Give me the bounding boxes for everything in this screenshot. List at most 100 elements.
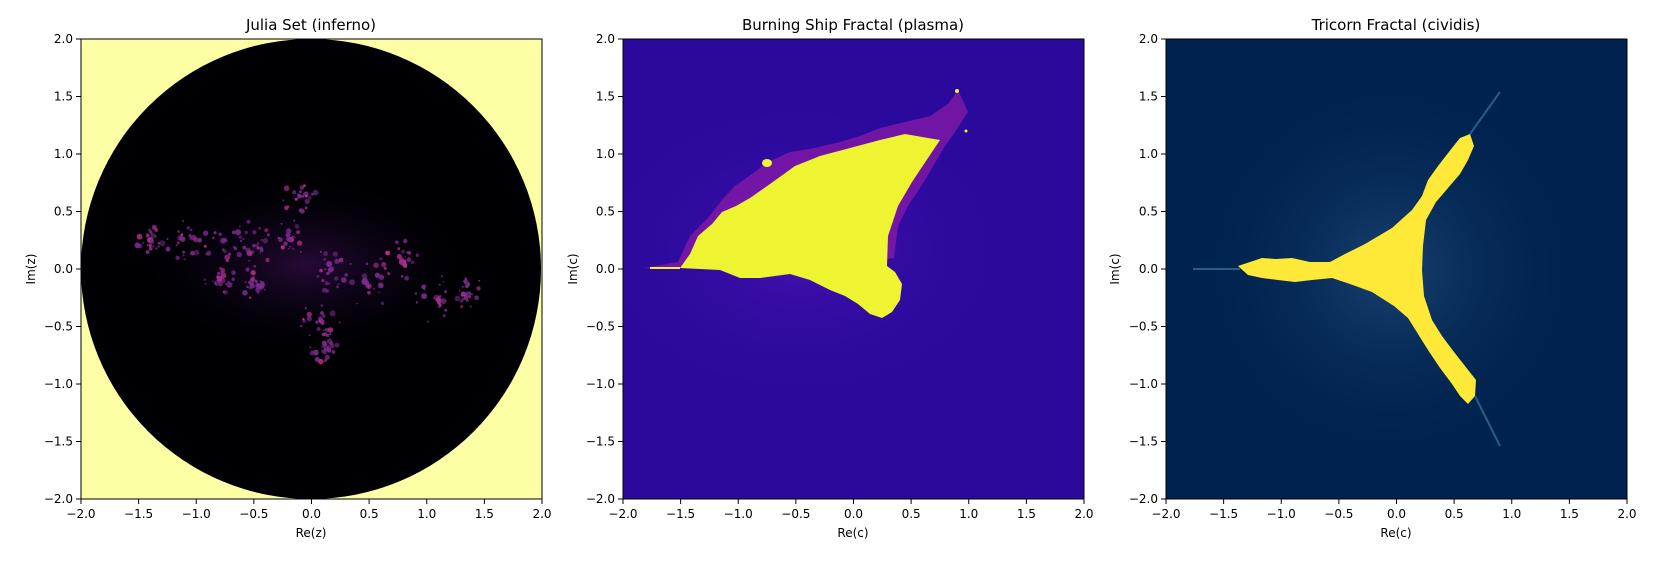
- julia-dendrite-dot: [291, 235, 294, 238]
- julia-dendrite-dot: [323, 258, 327, 261]
- julia-dendrite-dot: [324, 354, 330, 360]
- julia-dendrite-dot: [323, 251, 328, 256]
- julia-dendrite-dot: [403, 238, 408, 244]
- julia-dendrite-dot: [235, 229, 242, 236]
- julia-dendrite-dot: [334, 342, 340, 348]
- julia-dendrite-dot: [304, 206, 308, 210]
- tricorn-ytick-label: −1.0: [1129, 377, 1158, 391]
- julia-dendrite-dot: [212, 236, 215, 239]
- julia-dendrite-dot: [205, 253, 208, 256]
- julia-dendrite-dot: [176, 241, 180, 245]
- julia-dendrite-dot: [242, 246, 244, 248]
- tricorn-ytick-label: 2.0: [1139, 32, 1158, 46]
- julia-dendrite-dot: [326, 261, 333, 268]
- julia-dendrite-dot: [320, 311, 324, 315]
- julia-dendrite-dot: [465, 284, 469, 289]
- julia-dendrite-dot: [260, 238, 264, 242]
- burning-ship-panel: Burning Ship Fractal (plasma) −2.0 −1.5 −1…: [566, 16, 1094, 540]
- julia-xtick-label: −1.0: [182, 507, 211, 521]
- julia-dendrite-dot: [469, 305, 472, 308]
- julia-dendrite-dot: [253, 264, 257, 268]
- julia-xlabel: Re(z): [296, 526, 327, 540]
- julia-dendrite-dot: [334, 258, 340, 264]
- julia-dendrite-dot: [236, 229, 239, 232]
- julia-dendrite-dot: [238, 235, 243, 240]
- julia-dendrite-dot: [150, 233, 156, 239]
- julia-ylabel: Im(z): [24, 254, 38, 285]
- julia-dendrite-dot: [256, 246, 260, 250]
- julia-dendrite-dot: [322, 314, 326, 318]
- julia-dendrite-dot: [289, 245, 291, 248]
- julia-dendrite-dot: [478, 279, 481, 282]
- julia-dendrite-dot: [324, 268, 327, 271]
- julia-dendrite-dot: [316, 327, 321, 331]
- julia-dendrite-dot: [245, 267, 250, 272]
- julia-dendrite-dot: [214, 282, 218, 285]
- julia-dendrite-dot: [134, 242, 141, 249]
- julia-ytick-label: −1.5: [44, 435, 73, 449]
- julia-dendrite-dot: [410, 260, 415, 264]
- burning-ship-xlabel: Re(c): [837, 526, 868, 540]
- julia-xtick-label: −1.5: [124, 507, 153, 521]
- julia-dendrite-dot: [380, 301, 384, 305]
- julia-dendrite-dot: [202, 230, 209, 236]
- burning-ship-ytick-label: 1.5: [596, 90, 615, 104]
- julia-dendrite-dot: [257, 242, 259, 244]
- julia-dendrite-dot: [442, 314, 446, 318]
- julia-dendrite-dot: [298, 190, 302, 194]
- julia-dendrite-dot: [395, 240, 399, 245]
- julia-ytick-label: 1.5: [54, 90, 73, 104]
- burning-ship-ytick-label: −2.0: [586, 492, 615, 506]
- burning-ship-image: [623, 39, 1084, 499]
- julia-dendrite-dot: [186, 226, 190, 230]
- julia-dendrite-dot: [298, 208, 304, 213]
- julia-dendrite-dot: [245, 247, 251, 253]
- tricorn-title: Tricorn Fractal (cividis): [1311, 16, 1481, 34]
- julia-dendrite-dot: [148, 246, 153, 251]
- julia-dendrite-dot: [146, 244, 149, 247]
- julia-dendrite-dot: [320, 321, 325, 326]
- tricorn-body: [1238, 134, 1476, 404]
- julia-dendrite-dot: [318, 319, 321, 322]
- julia-dendrite-dot: [283, 241, 288, 246]
- julia-dendrite-dot: [379, 257, 383, 261]
- tricorn-xtick-label: 1.0: [1502, 507, 1521, 521]
- julia-dendrite-dot: [182, 254, 185, 257]
- julia-dendrite-dot: [157, 242, 160, 245]
- burning-ship-axes: −2.0 −1.5 −1.0 −0.5 0.0 0.5 1.0 1.5 2.0 −2.0 −1.5 −…: [586, 32, 1094, 521]
- julia-xtick-label: −0.5: [239, 507, 268, 521]
- julia-dendrite-dot: [197, 237, 202, 243]
- julia-dendrite-dot: [212, 280, 214, 283]
- julia-dendrite-dot: [293, 236, 296, 239]
- julia-dendrite-dot: [292, 190, 297, 195]
- julia-dendrite-dot: [259, 246, 264, 251]
- burning-ship-ytick-label: 0.0: [596, 262, 615, 276]
- julia-dendrite-dot: [263, 288, 266, 291]
- julia-title: Julia Set (inferno): [245, 16, 376, 34]
- julia-dendrite-dot: [246, 285, 249, 289]
- julia-dendrite-dot: [372, 287, 376, 290]
- tricorn-tip-top: [1469, 91, 1501, 135]
- julia-dendrite-dot: [407, 251, 412, 255]
- tricorn-ytick-label: 0.0: [1139, 262, 1158, 276]
- julia-dendrite-dot: [440, 298, 447, 304]
- tricorn-tip-bottom: [1474, 395, 1501, 447]
- julia-dendrite-dot: [296, 230, 300, 235]
- julia-dendrite-dot: [265, 257, 270, 263]
- burning-ship-xtick-label: 2.0: [1074, 507, 1093, 521]
- burning-ship-ytick-label: 0.5: [596, 205, 615, 219]
- julia-dendrite-dot: [349, 279, 355, 286]
- burning-ship-ylabel: Im(c): [566, 253, 580, 284]
- julia-dendrite-dot: [323, 332, 328, 337]
- burning-ship-spark-2: [964, 129, 968, 133]
- julia-dendrite-dot: [421, 293, 427, 299]
- julia-dendrite-dot: [322, 329, 325, 332]
- julia-dendrite-dot: [177, 230, 180, 233]
- julia-dendrite-dot: [304, 194, 308, 198]
- julia-dendrite-dot: [283, 185, 290, 192]
- julia-dendrite-dot: [252, 279, 255, 282]
- burning-ship-xtick-label: 1.0: [959, 507, 978, 521]
- tricorn-xtick-label: 1.5: [1560, 507, 1579, 521]
- julia-dendrite-dot: [415, 301, 419, 304]
